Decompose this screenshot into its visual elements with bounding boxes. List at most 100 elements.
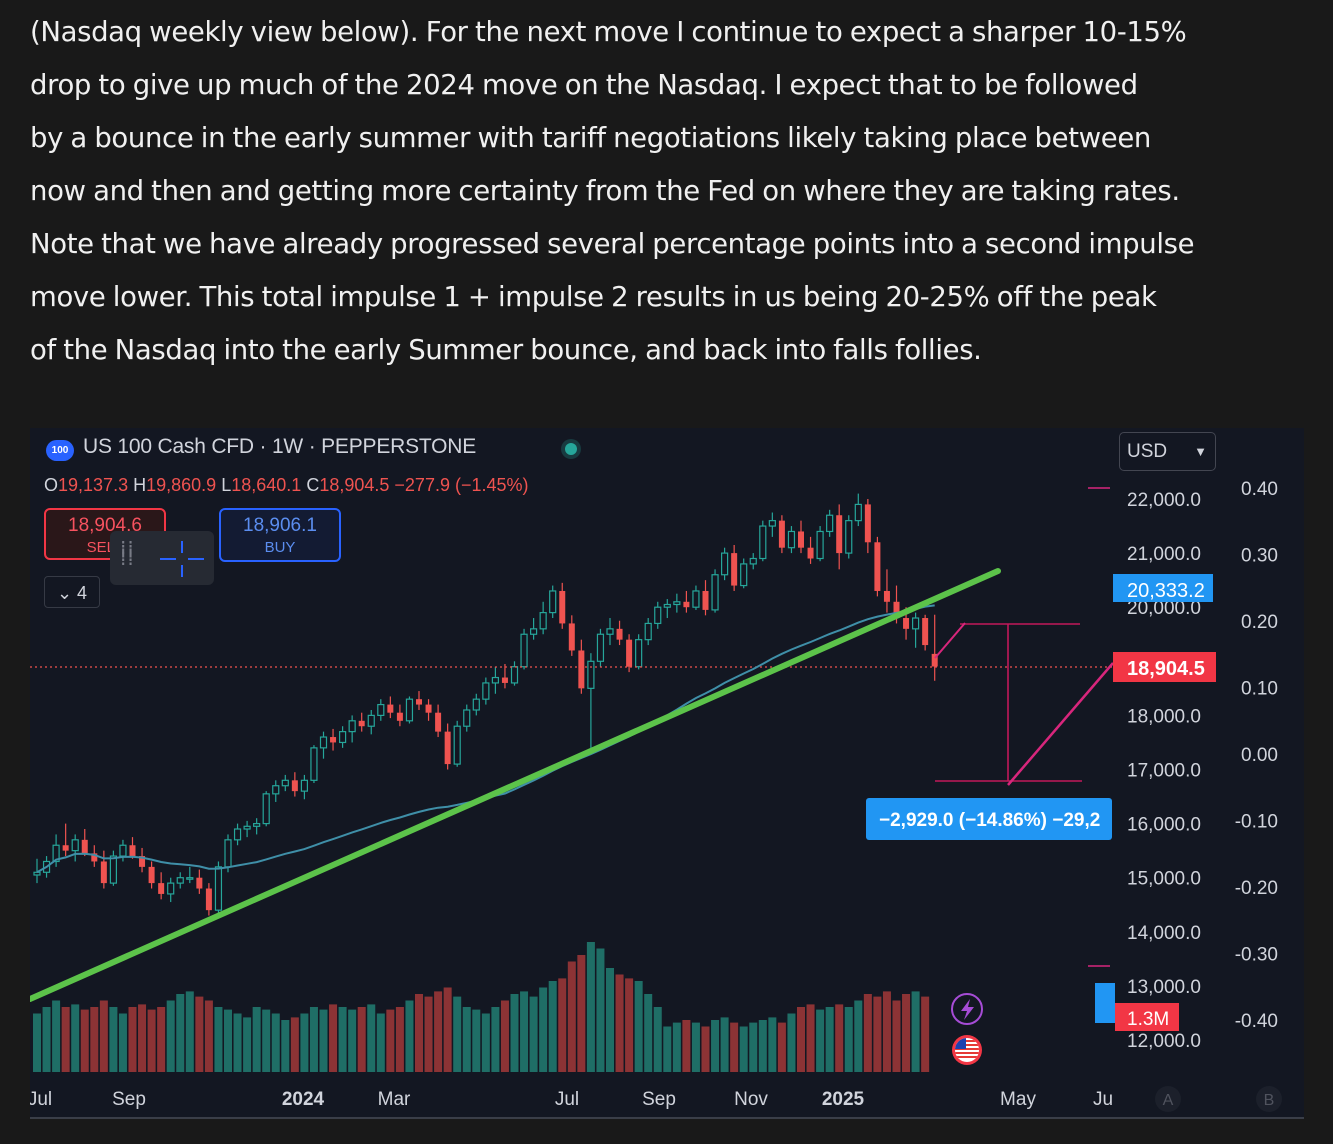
candle	[100, 850, 107, 889]
trade-panel-handle[interactable]: ⁞⁞ ⁞⁞	[110, 531, 214, 585]
axis-toggle[interactable]	[1256, 1086, 1282, 1112]
candle-body	[435, 712, 442, 732]
volume-bar	[252, 1007, 261, 1072]
candle	[396, 704, 403, 727]
candle	[158, 872, 165, 900]
volume-bar	[577, 955, 586, 1072]
candle-body	[243, 825, 251, 830]
candle-body	[635, 639, 643, 668]
candle-body	[281, 779, 289, 787]
volume-bar	[739, 1026, 748, 1072]
candle	[778, 515, 785, 554]
drag-handle-icon[interactable]: ⁞⁞ ⁞⁞	[120, 536, 135, 570]
candle	[549, 585, 557, 619]
flash-icon[interactable]	[951, 993, 983, 1025]
candle	[740, 558, 748, 589]
candle	[931, 614, 938, 681]
volume-bar	[777, 1022, 786, 1072]
volume-bar	[357, 1007, 366, 1072]
candle	[139, 847, 146, 873]
candle-body	[510, 666, 519, 684]
volume-bar	[863, 994, 872, 1072]
candle-body	[482, 682, 490, 700]
measure-label: −2,929.0 (−14.86%) −29,2	[866, 798, 1112, 840]
volume-bar	[825, 1007, 834, 1072]
candle-body	[472, 698, 480, 711]
candle	[587, 653, 595, 754]
candle	[692, 585, 700, 610]
candle	[253, 818, 261, 835]
volume-bar	[395, 1007, 404, 1072]
candle	[616, 620, 623, 646]
candle	[176, 872, 184, 889]
candle-body	[310, 747, 318, 781]
candle-body	[425, 704, 432, 713]
candle-body	[768, 520, 776, 527]
candle	[435, 704, 442, 738]
candle-body	[845, 520, 853, 554]
candle-body	[568, 623, 575, 651]
volume-bar	[462, 1007, 471, 1072]
candle	[205, 883, 212, 916]
candle-body	[778, 520, 785, 548]
symbol-title[interactable]: US 100 Cash CFD · 1W · PEPPERSTONE	[83, 435, 476, 459]
currency-select[interactable]: USD ▼	[1119, 432, 1216, 471]
volume-bar	[434, 991, 443, 1072]
price-tick: 20,000.0	[1127, 598, 1201, 619]
candle	[62, 823, 69, 857]
us-flag-icon[interactable]	[952, 1035, 982, 1065]
volume-bar	[730, 1022, 739, 1072]
candle	[836, 504, 843, 570]
time-axis[interactable]: Jul Sep 2024 Mar Jul Sep Nov 2025 May Ju A B	[30, 1086, 1282, 1112]
current-price-text: 18,904.5	[1127, 658, 1205, 680]
volume-bar	[558, 978, 567, 1072]
volume-bar	[176, 994, 185, 1072]
candle	[874, 536, 881, 597]
volume-bar	[539, 987, 548, 1072]
open-value: 19,137.3	[58, 475, 129, 495]
time-tick: Sep	[112, 1089, 146, 1110]
candle	[310, 745, 318, 784]
volume-bar	[768, 1017, 777, 1072]
candle	[119, 839, 127, 862]
axis-toggle[interactable]	[1155, 1086, 1181, 1112]
candle-body	[549, 590, 557, 614]
candle-body	[740, 563, 748, 587]
candle-body	[139, 856, 146, 867]
candle	[922, 614, 929, 651]
time-tick: Jul	[555, 1089, 579, 1110]
high-label: H	[133, 475, 147, 495]
chart-panel[interactable]: −2,929.0 (−14.86%) −29,2 22,000.0 21,000.…	[30, 428, 1304, 1118]
time-tick: Mar	[378, 1089, 411, 1110]
candle-body	[300, 779, 308, 792]
volume-bar	[271, 1013, 280, 1072]
article-line: Note that we have already progressed sev…	[30, 228, 1195, 260]
candle-body	[52, 844, 60, 863]
percent-axis[interactable]: 0.40 0.30 0.20 0.10 0.00 -0.10 -0.20 -0.30 -0.40	[1235, 479, 1278, 1032]
candle	[683, 590, 690, 613]
symbol-logo: 100	[46, 440, 74, 461]
crosshair-icon[interactable]	[160, 541, 204, 585]
candle	[416, 691, 422, 710]
article-text: (Nasdaq weekly view below). For the next…	[30, 6, 1320, 377]
candle	[358, 712, 365, 732]
buy-button[interactable]: 18,906.1 BUY	[219, 508, 341, 562]
candles	[33, 493, 938, 916]
candle-body	[854, 503, 862, 522]
ohlc-values: O19,137.3 H19,860.9 L18,640.1 C18,904.5 …	[44, 475, 529, 496]
candle-body	[893, 601, 900, 619]
volume-bar	[128, 1007, 137, 1072]
indicators-collapse-button[interactable]: ⌄ 4	[44, 576, 100, 608]
divider	[30, 1117, 1304, 1119]
axis-toggle-label: A	[1163, 1092, 1174, 1109]
candle	[720, 547, 729, 581]
candle-body	[339, 731, 347, 744]
candlestick-chart[interactable]: −2,929.0 (−14.86%) −29,2 22,000.0 21,000.…	[30, 428, 1304, 1118]
candle	[387, 696, 394, 719]
volume-bar	[634, 981, 643, 1072]
candle	[262, 791, 270, 827]
candle-body	[214, 866, 223, 911]
price-tick: 21,000.0	[1127, 544, 1201, 565]
candle-body	[501, 677, 508, 683]
price-tick: 22,000.0	[1127, 490, 1201, 511]
